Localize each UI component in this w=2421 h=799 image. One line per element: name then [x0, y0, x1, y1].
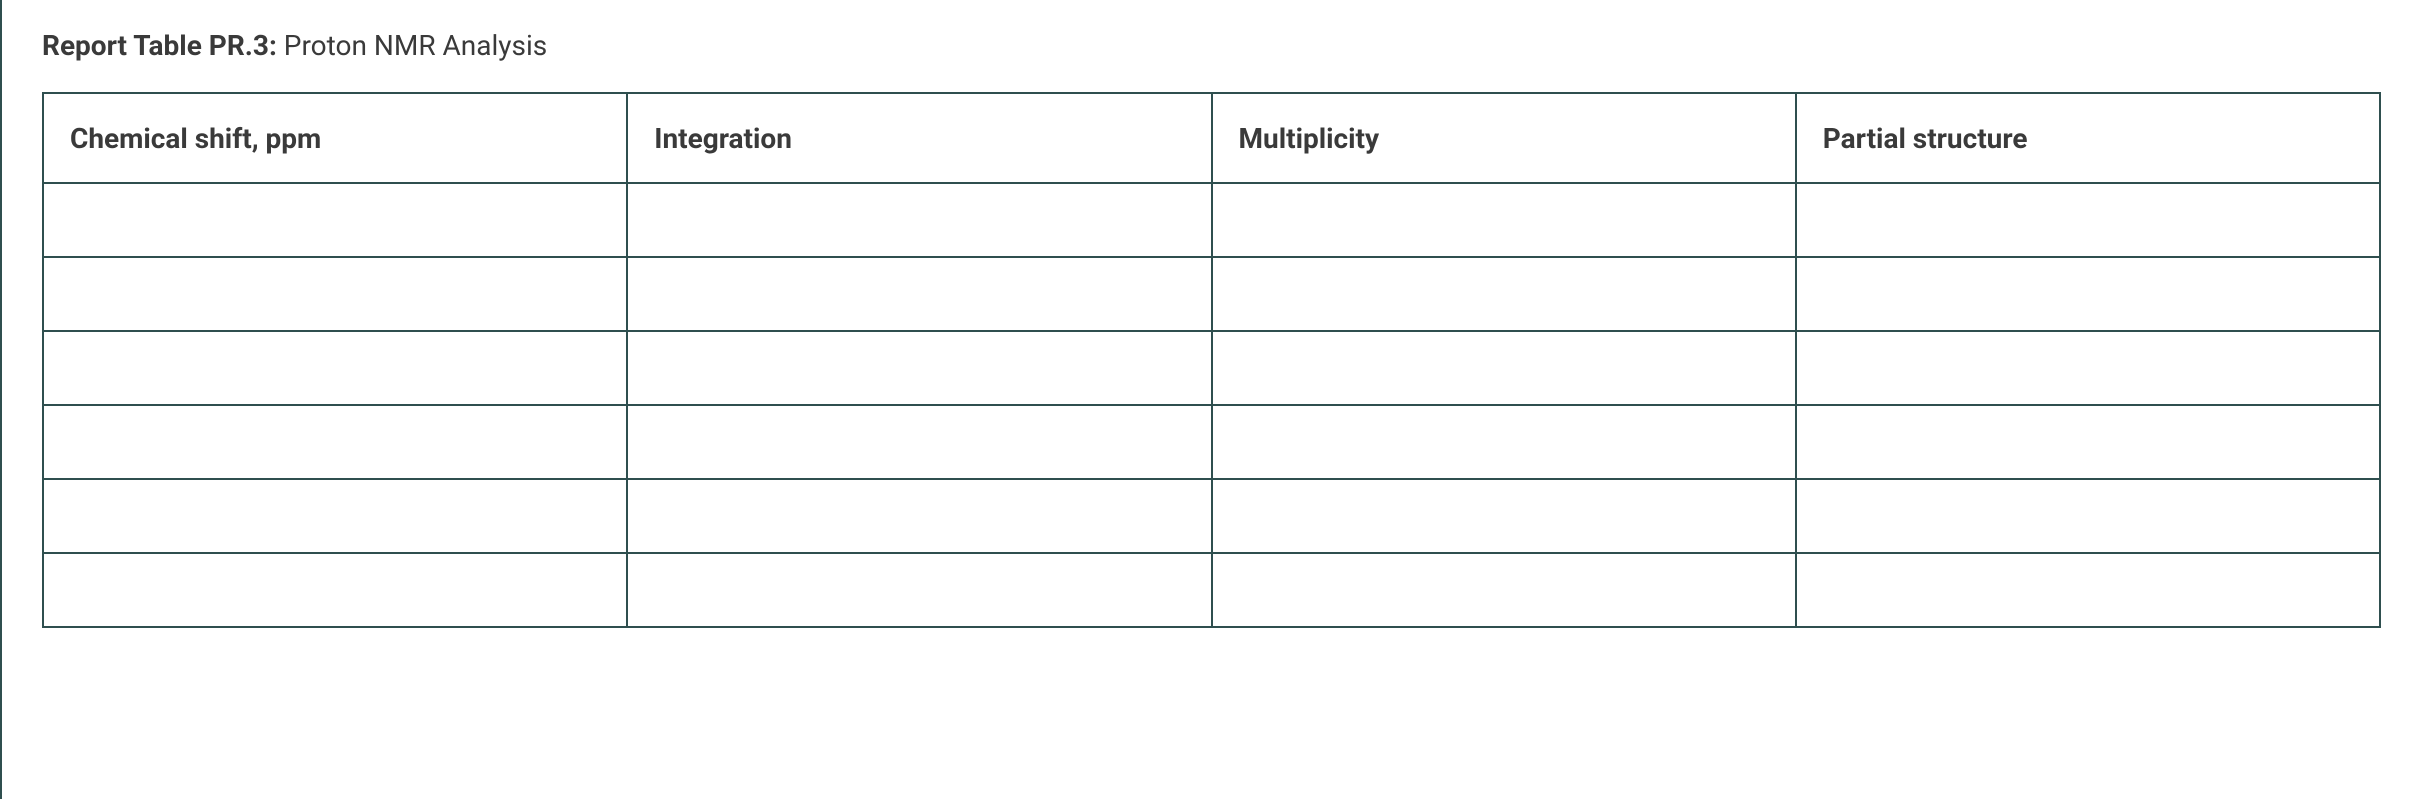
table-caption-label: Report Table PR.3:	[42, 29, 277, 62]
col-header-partial-structure: Partial structure	[1796, 93, 2380, 183]
cell	[43, 553, 627, 627]
cell	[1796, 553, 2380, 627]
cell	[1796, 405, 2380, 479]
page-container: Report Table PR.3: Proton NMR Analysis C…	[0, 0, 2421, 799]
cell	[43, 405, 627, 479]
cell	[43, 257, 627, 331]
cell	[1212, 331, 1796, 405]
col-header-chemical-shift: Chemical shift, ppm	[43, 93, 627, 183]
cell	[1796, 331, 2380, 405]
cell	[1212, 405, 1796, 479]
cell	[43, 479, 627, 553]
cell	[627, 479, 1211, 553]
nmr-analysis-table: Chemical shift, ppm Integration Multipli…	[42, 92, 2381, 628]
cell	[43, 331, 627, 405]
table-row	[43, 405, 2380, 479]
table-header-row: Chemical shift, ppm Integration Multipli…	[43, 93, 2380, 183]
cell	[1212, 257, 1796, 331]
cell	[627, 405, 1211, 479]
cell	[1212, 479, 1796, 553]
cell	[43, 183, 627, 257]
cell	[627, 553, 1211, 627]
col-header-integration: Integration	[627, 93, 1211, 183]
table-caption: Report Table PR.3: Proton NMR Analysis	[42, 28, 2381, 64]
table-caption-title: Proton NMR Analysis	[277, 29, 547, 62]
cell	[1212, 553, 1796, 627]
cell	[627, 331, 1211, 405]
table-row	[43, 479, 2380, 553]
col-header-multiplicity: Multiplicity	[1212, 93, 1796, 183]
cell	[627, 257, 1211, 331]
table-row	[43, 257, 2380, 331]
table-row	[43, 553, 2380, 627]
table-row	[43, 183, 2380, 257]
cell	[1796, 183, 2380, 257]
cell	[1796, 257, 2380, 331]
cell	[627, 183, 1211, 257]
cell	[1212, 183, 1796, 257]
table-row	[43, 331, 2380, 405]
cell	[1796, 479, 2380, 553]
